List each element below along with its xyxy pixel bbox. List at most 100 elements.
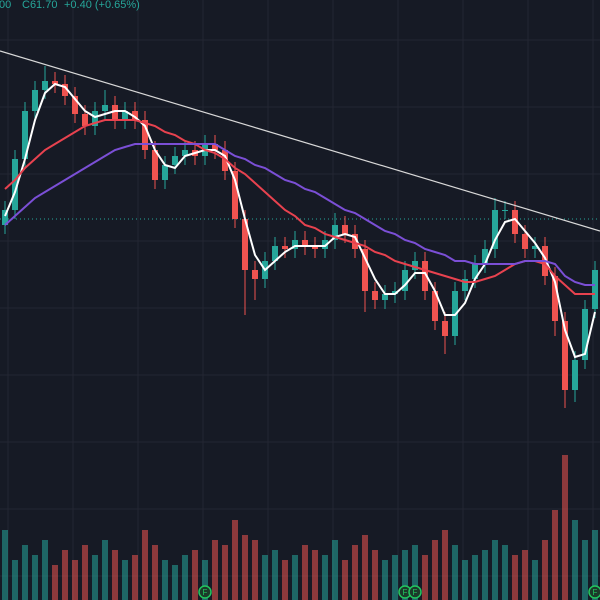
candle-body (42, 81, 48, 90)
candle-body (122, 111, 128, 120)
candle-body (432, 291, 438, 321)
event-marker: F (408, 585, 422, 599)
volume-bar (332, 540, 338, 600)
candle-body (302, 240, 308, 246)
volume-bar (32, 555, 38, 600)
candle-body (382, 294, 388, 300)
candle-body (572, 360, 578, 390)
volume-bar (62, 550, 68, 600)
trendline (0, 50, 600, 232)
volume-bar (452, 545, 458, 600)
candle-body (22, 111, 28, 159)
candle-body (322, 240, 328, 249)
volume-bar (12, 560, 18, 600)
volume-bar (532, 560, 538, 600)
candle-body (52, 81, 58, 84)
candle-body (212, 144, 218, 150)
volume-bar (102, 540, 108, 600)
candle-body (482, 249, 488, 264)
event-circle (198, 585, 212, 599)
volume-bar (432, 540, 438, 600)
volume-bar (72, 560, 78, 600)
candle-body (82, 114, 88, 126)
candle-body (172, 156, 178, 165)
candle-body (372, 291, 378, 300)
candle-body (2, 210, 8, 225)
moving-average (4, 119, 595, 295)
volume-bar (372, 550, 378, 600)
candle-body (552, 276, 558, 321)
volume-bar (2, 530, 8, 600)
volume-bar (282, 560, 288, 600)
volume-bar (122, 560, 128, 600)
candle-body (582, 309, 588, 360)
candle-body (392, 291, 398, 294)
volume-bar (382, 560, 388, 600)
candle-body (402, 270, 408, 291)
candle-body (152, 150, 158, 180)
candle-body (72, 96, 78, 114)
volume-bar (512, 555, 518, 600)
candle-body (182, 150, 188, 156)
volume-bar (472, 555, 478, 600)
candle-body (412, 261, 418, 270)
volume-bar (222, 545, 228, 600)
candle-body (512, 210, 518, 234)
volume-bar (362, 535, 368, 600)
candle-body (32, 90, 38, 111)
candle-body (292, 240, 298, 249)
volume-bar (52, 565, 58, 600)
volume-bar (262, 555, 268, 600)
volume-bar (572, 520, 578, 600)
volume-bar (212, 540, 218, 600)
candle-body (102, 105, 108, 111)
volume-bar (232, 520, 238, 600)
event-circle (408, 585, 422, 599)
candle-body (252, 270, 258, 279)
volume-bar (152, 545, 158, 600)
volume-bar (272, 550, 278, 600)
volume-bar (422, 555, 428, 600)
candle-body (522, 234, 528, 249)
candle-body (562, 321, 568, 390)
event-circle (588, 585, 600, 599)
candle-body (12, 159, 18, 210)
event-label: F (593, 588, 598, 597)
candle-body (312, 246, 318, 249)
volume-bar (462, 560, 468, 600)
volume-bar (412, 545, 418, 600)
volume-bar (312, 550, 318, 600)
candle-body (422, 261, 428, 291)
event-label: F (203, 588, 208, 597)
candle-body (332, 225, 338, 240)
candle-body (442, 321, 448, 336)
volume-bar (352, 545, 358, 600)
candle-body (132, 111, 138, 120)
candle-body (462, 279, 468, 291)
volume-bar (482, 550, 488, 600)
event-label: F (403, 588, 408, 597)
volume-bar (142, 530, 148, 600)
volume-bar (172, 565, 178, 600)
candle-body (272, 246, 278, 261)
candle-body (352, 234, 358, 249)
volume-bar (392, 555, 398, 600)
moving-average (4, 143, 595, 286)
open-tail: .00 (0, 0, 11, 11)
candle-body (222, 150, 228, 171)
volume-bar (542, 540, 548, 600)
candle-body (342, 225, 348, 234)
volume-bar (92, 555, 98, 600)
volume-bar (302, 545, 308, 600)
volume-bar (552, 510, 558, 600)
candle-body (502, 210, 508, 211)
candle-body (472, 264, 478, 279)
volume-bar (252, 540, 258, 600)
volume-bar (242, 535, 248, 600)
volume-bar (342, 560, 348, 600)
